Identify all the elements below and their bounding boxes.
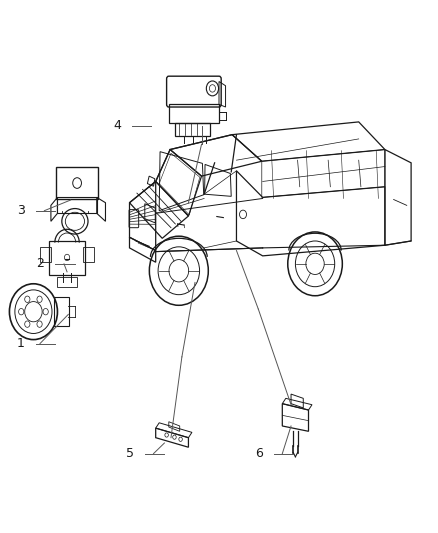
Text: 6: 6 (255, 447, 263, 460)
Text: 4: 4 (113, 119, 121, 132)
Text: 5: 5 (126, 447, 134, 460)
Text: 3: 3 (17, 204, 25, 217)
Text: 1: 1 (17, 337, 25, 350)
Text: 2: 2 (36, 257, 44, 270)
